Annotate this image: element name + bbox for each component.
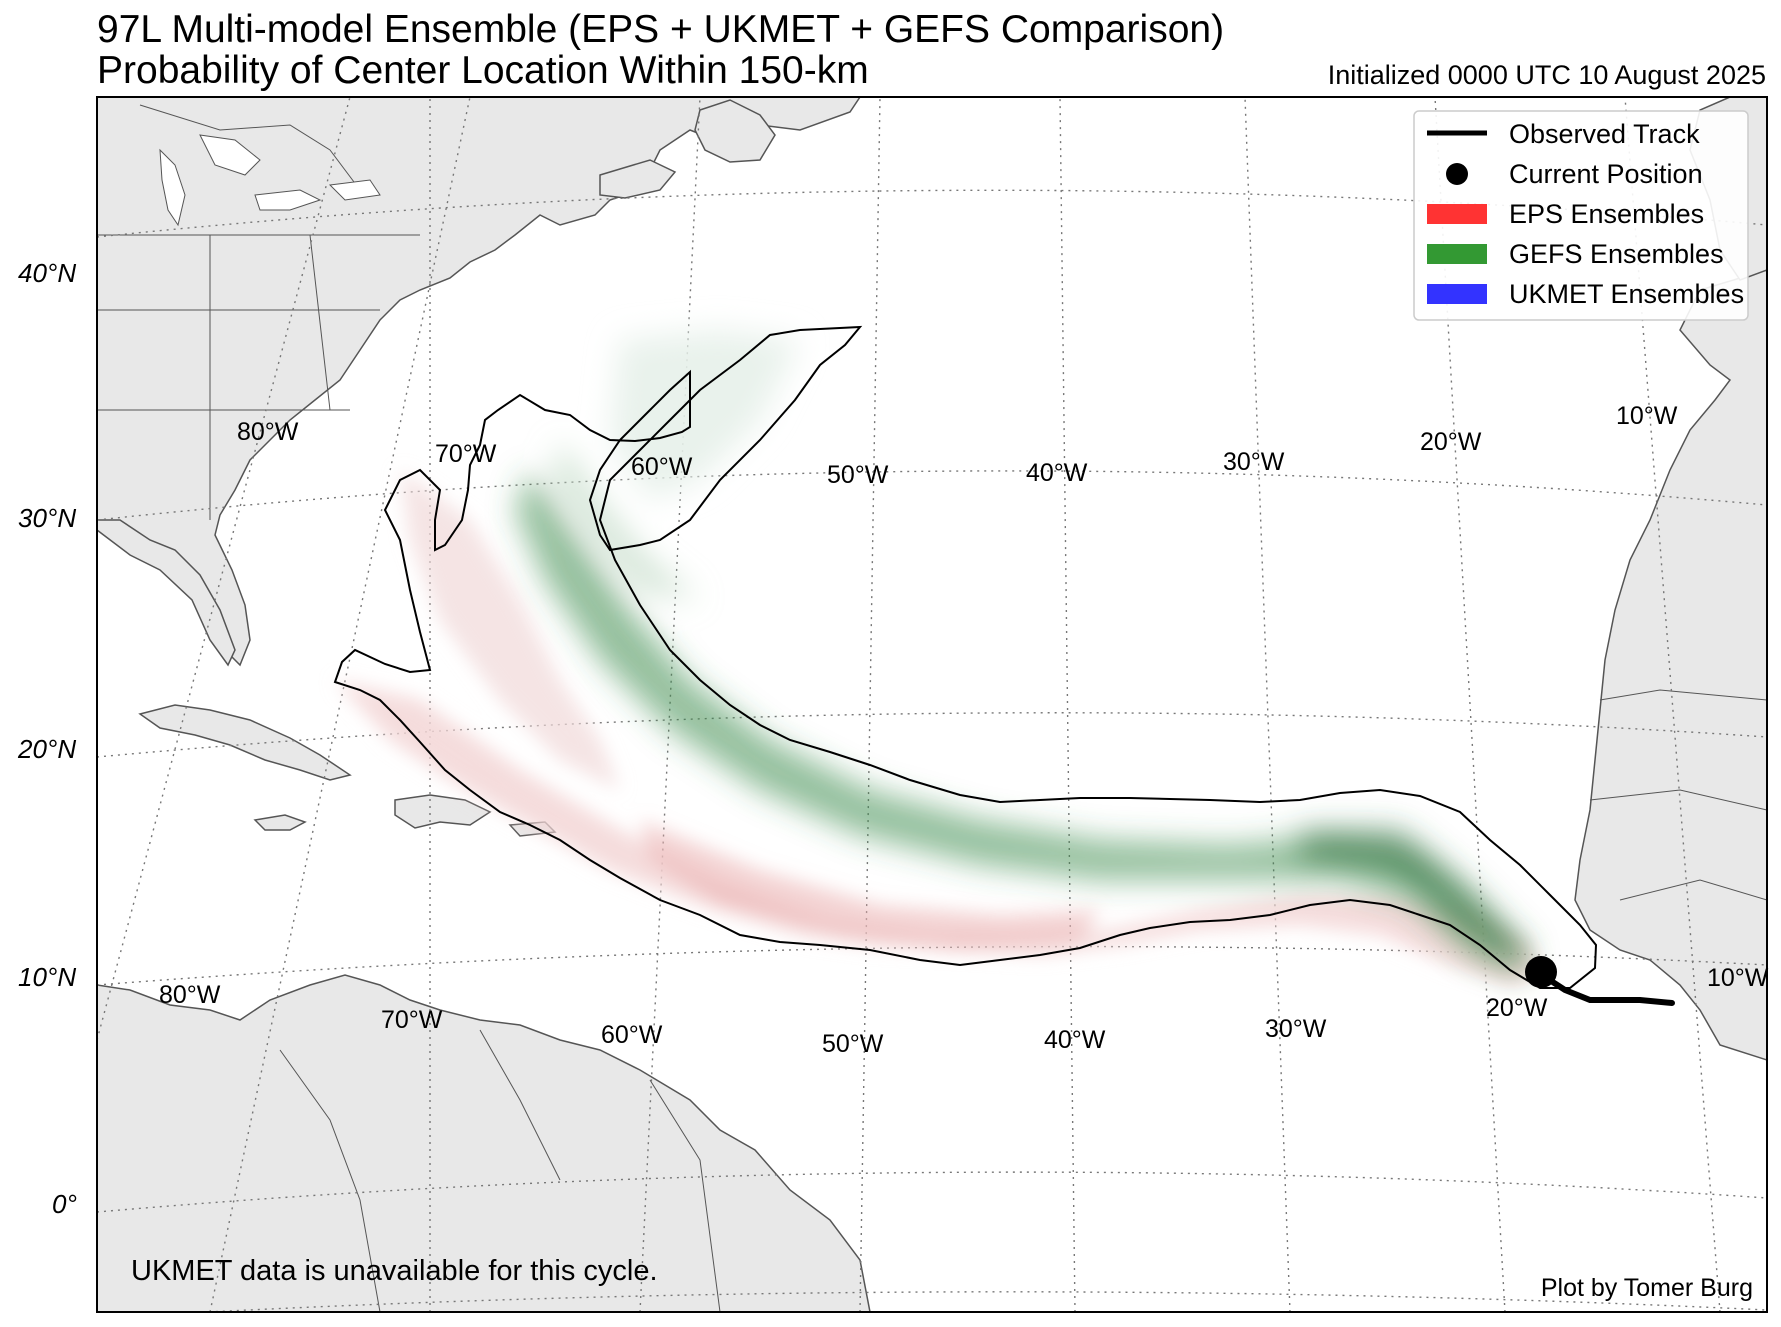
- swath-outline: [333, 325, 1598, 989]
- lat-label-0: 0°: [52, 1189, 77, 1219]
- lon-upper-40: 40°W: [1026, 459, 1088, 487]
- cuba: [138, 704, 352, 781]
- lon-lower-50: 50°W: [822, 1030, 884, 1058]
- political-borders: [97, 104, 1767, 1312]
- legend-gefs-label: GEFS Ensembles: [1509, 239, 1724, 269]
- hispaniola: [394, 794, 492, 829]
- jamaica: [253, 814, 307, 831]
- longitude-labels-upper: 80°W 70°W 60°W 50°W 40°W 30°W 20°W 10°W: [237, 402, 1678, 489]
- longitude-labels-lower: 80°W 70°W 60°W 50°W 40°W 30°W 20°W 10°W: [159, 964, 1769, 1058]
- map-frame: [96, 96, 1768, 1313]
- lon-lower-20: 20°W: [1486, 994, 1548, 1022]
- eps-swath: [335, 470, 1540, 985]
- lon-lower-40: 40°W: [1044, 1026, 1106, 1054]
- legend-ukmet-label: UKMET Ensembles: [1509, 279, 1744, 309]
- legend-observed-track-label: Observed Track: [1509, 119, 1700, 149]
- ukmet-unavailable-note: UKMET data is unavailable for this cycle…: [131, 1255, 658, 1287]
- lon-lower-70: 70°W: [381, 1006, 443, 1034]
- legend-current-position-symbol: [1446, 163, 1468, 185]
- lon-upper-80: 80°W: [237, 418, 299, 446]
- observed-track: [1539, 972, 1675, 1006]
- lon-upper-60: 60°W: [631, 453, 693, 481]
- title-line-1: 97L Multi-model Ensemble (EPS + UKMET + …: [97, 8, 1225, 51]
- legend-box: [1413, 110, 1749, 321]
- landmasses: [97, 97, 1767, 1312]
- legend: Observed Track Current Position EPS Ense…: [1413, 110, 1749, 321]
- legend-ukmet-swatch: [1427, 284, 1487, 304]
- lat-label-10: 10°N: [18, 962, 76, 992]
- legend-eps-swatch: [1427, 204, 1487, 224]
- legend-current-position-label: Current Position: [1509, 159, 1703, 189]
- lon-upper-10: 10°W: [1616, 402, 1678, 430]
- lon-lower-30: 30°W: [1265, 1015, 1327, 1043]
- lon-lower-80: 80°W: [159, 981, 221, 1009]
- lon-upper-70: 70°W: [435, 440, 497, 468]
- legend-eps-label: EPS Ensembles: [1509, 199, 1704, 229]
- lon-lower-60: 60°W: [601, 1021, 663, 1049]
- latitude-labels: 40°N 30°N 20°N 10°N 0°: [17, 258, 77, 1219]
- gefs-swath: [515, 330, 1530, 975]
- initialized-time: Initialized 0000 UTC 10 August 2025: [1327, 60, 1766, 90]
- south-america: [97, 974, 871, 1312]
- title-line-2: Probability of Center Location Within 15…: [97, 49, 869, 92]
- lon-upper-30: 30°W: [1223, 448, 1285, 476]
- iberia-africa: [1574, 269, 1767, 1061]
- legend-gefs-swatch: [1427, 244, 1487, 264]
- nova-scotia: [599, 159, 677, 199]
- current-position-dot: [1525, 956, 1557, 988]
- great-lakes: [159, 134, 381, 227]
- lon-upper-50: 50°W: [827, 461, 889, 489]
- lon-lower-10: 10°W: [1707, 964, 1769, 992]
- lon-upper-20: 20°W: [1420, 428, 1482, 456]
- plot-credit: Plot by Tomer Burg: [1541, 1274, 1753, 1302]
- lat-label-40: 40°N: [18, 258, 76, 288]
- lat-label-30: 30°N: [18, 503, 76, 533]
- lat-label-20: 20°N: [17, 734, 76, 764]
